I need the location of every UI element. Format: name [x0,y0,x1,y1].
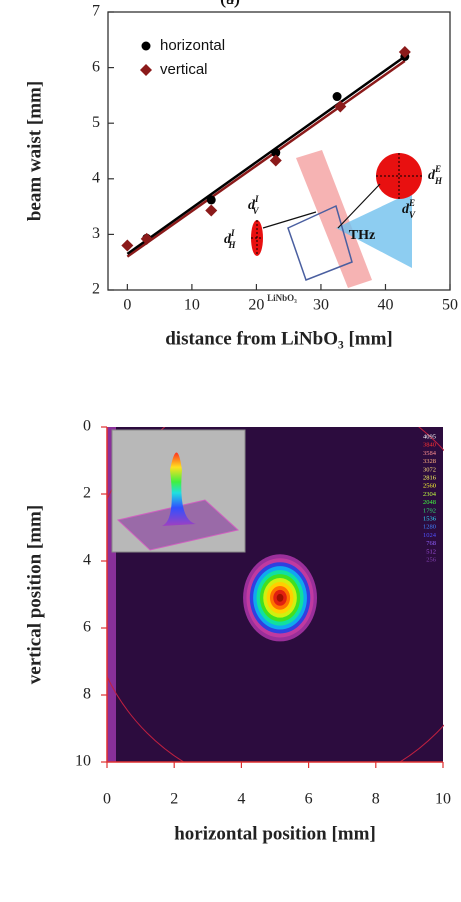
arrows [262,183,381,229]
colorbar-label: 2560 [423,483,436,490]
x-tick-label: 30 [313,297,329,314]
marker [269,154,282,167]
y-tick-label: 2 [92,281,100,298]
marker [141,41,151,51]
annotation: dI H [224,228,237,250]
beam-ring [276,593,284,602]
colorbar-label: 1536 [423,515,437,522]
subscript: V [253,206,260,216]
marker [332,92,342,102]
subscript: H [228,240,237,250]
superscript: I [254,194,259,204]
annotation: dI V [248,194,260,216]
edge-strip [107,427,116,762]
colorbar-label: 1024 [423,532,437,539]
x-tick-label: 50 [442,297,458,314]
superscript: E [434,164,441,174]
symbol: d [428,168,436,183]
x-tick-label: 10 [184,297,200,314]
marker [206,195,216,205]
colorbar-label: 256 [426,556,437,563]
colorbar-label: 3072 [423,466,436,473]
y-tick-label: 5 [92,114,100,131]
x-axis-label: distance from LiNbO₃ [mm] [165,328,393,349]
colorbar-label: 1280 [423,524,436,531]
annotation: THz [349,228,375,243]
marker [205,204,218,217]
marker [121,239,134,252]
colorbar-label: 1792 [423,507,436,514]
y-tick-label: 6 [83,619,91,636]
symbol: d [224,232,232,247]
colorbar-label: 3584 [423,450,437,457]
y-tick-label: 7 [92,3,100,20]
x-tick-label: 40 [377,297,393,314]
fit-line [126,55,406,255]
colorbar-label: 2816 [423,474,437,481]
colorbar-label: 3328 [423,458,436,465]
y-axis-label: vertical position [mm] [24,505,45,684]
x-tick-label: 20 [248,297,264,314]
colorbar-label: 2304 [423,491,437,498]
x-tick-label: 2 [170,791,178,808]
plot-frame [107,11,451,291]
y-tick-label: 4 [92,169,100,186]
y-tick-label: 8 [83,686,91,703]
x-tick-label: 10 [435,791,451,808]
marker [398,46,411,59]
marker [271,148,281,158]
subscript: H [434,176,443,186]
marker [140,64,152,76]
y-tick-label: 4 [83,552,91,569]
colorbar-label: 2048 [423,499,436,506]
annotation: dE H [428,164,443,186]
marker [140,232,153,245]
symbol: d [402,202,410,217]
marker [334,100,347,113]
optical-beam [296,150,372,288]
annotation: dE V [402,198,416,220]
inset-peak [162,452,196,526]
y-axis-label: beam waist [mm] [24,81,45,221]
thz-cone [336,192,412,268]
output-spot [376,153,422,199]
x-axis-label: horizontal position [mm] [174,823,376,844]
colorbar-label: 768 [426,540,436,547]
caption: (a) [221,0,240,8]
colorbar-label: 3840 [423,442,436,449]
superscript: E [408,198,415,208]
legend-label: horizontal [160,37,225,54]
x-tick-label: 0 [103,791,111,808]
colorbar-label: 512 [426,548,436,555]
x-tick-label: 0 [123,297,131,314]
subscript: V [409,210,416,220]
fit-line [126,59,406,258]
y-tick-label: 6 [92,58,100,75]
annotation: LiNbO₃ [267,293,297,303]
inset-diagram [251,150,422,288]
crystal [287,204,353,281]
x-tick-label: 6 [305,791,313,808]
superscript: I [230,228,235,238]
caption: (b) [220,0,240,8]
symbol: d [248,198,256,213]
x-tick-label: 4 [237,791,245,808]
y-tick-label: 3 [92,225,100,242]
y-tick-label: 2 [83,485,91,502]
colorbar-label: 4095 [423,433,436,440]
legend-label: vertical [160,61,208,78]
y-tick-label: 10 [75,753,91,770]
x-tick-label: 8 [372,791,380,808]
y-tick-label: 0 [83,418,91,435]
